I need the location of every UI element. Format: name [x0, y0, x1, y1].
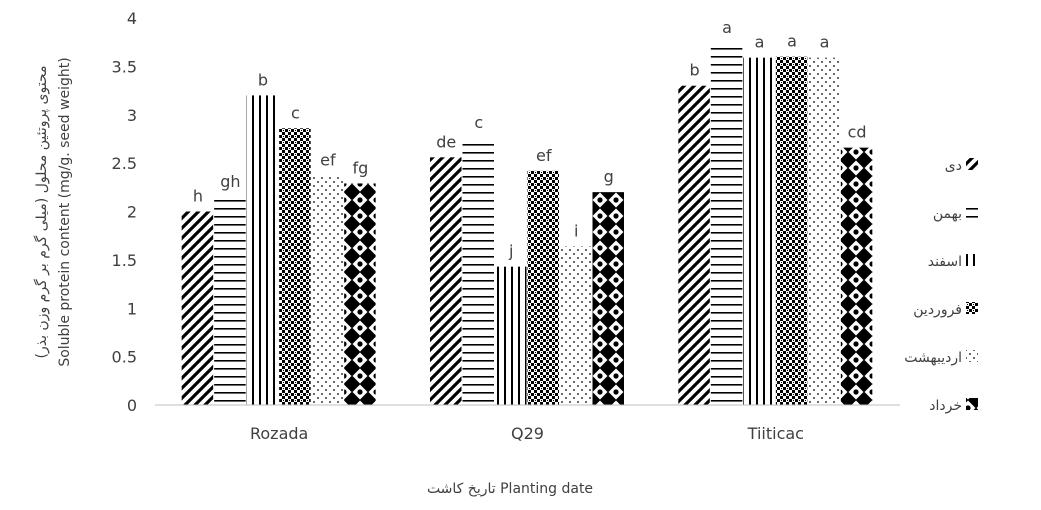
x-axis-categories: Rozada Q29 Tiiticac: [250, 424, 804, 443]
legend-label: دی: [945, 158, 962, 174]
y-tick-label: 2.5: [112, 154, 137, 173]
bar-tiiticac-4: [775, 56, 808, 405]
bar-tiiticac-1: [678, 85, 710, 405]
y-axis-ticks: 0 0.5 1 1.5 2 2.5 3 3.5 4: [112, 9, 137, 415]
significance-letter: fg: [353, 158, 369, 177]
significance-letter: c: [474, 113, 483, 132]
legend-swatch: [966, 350, 978, 362]
y-tick-label: 0: [127, 396, 137, 415]
significance-letter: a: [787, 32, 797, 51]
significance-letter: a: [820, 33, 830, 52]
bar-rozada-2: [214, 196, 246, 405]
legend-swatch: [966, 254, 978, 266]
bar-q29-5: [560, 246, 592, 405]
bar-rozada-4: [279, 128, 311, 406]
legend: دی بهمن اسفند فروردین اردیبهشت خرداد: [904, 158, 978, 414]
significance-letter: b: [690, 61, 700, 80]
x-axis-title: تاریخ کاشت Planting date: [427, 481, 593, 497]
legend-label: بهمن: [933, 206, 962, 222]
legend-swatch: [966, 206, 978, 218]
y-tick-label: 3: [127, 106, 137, 125]
significance-letter: de: [436, 132, 456, 151]
significance-letter: a: [722, 18, 732, 37]
bar-rozada-3: [246, 95, 279, 406]
bar-tiiticac-2: [710, 43, 743, 405]
bar-q29-2: [462, 137, 494, 405]
legend-label: فروردین: [913, 302, 962, 318]
legend-swatch: [966, 158, 978, 170]
y-tick-label: 3.5: [112, 57, 137, 76]
significance-letter: cd: [848, 123, 867, 142]
legend-swatch: [966, 398, 978, 410]
significance-letter: a: [755, 33, 765, 52]
y-axis-title-english: Soluble protein content (mg/g. seed weig…: [57, 57, 73, 366]
significance-letter: g: [604, 167, 614, 186]
x-category-label: Tiiticac: [747, 424, 804, 443]
x-category-label: Q29: [511, 424, 544, 443]
legend-label: خرداد: [929, 398, 962, 414]
bar-q29-1: [430, 157, 462, 405]
significance-letter: i: [574, 221, 578, 240]
y-axis-title-persian: محتوی پروتئین محلول (میلی گرم بر گرم وزن…: [33, 65, 50, 358]
bar-tiiticac-5: [808, 57, 840, 405]
bar-q29-6: [592, 192, 624, 405]
bars: [181, 43, 873, 406]
legend-label: اردیبهشت: [904, 350, 962, 366]
significance-letter: ef: [536, 146, 552, 165]
y-tick-label: 4: [127, 9, 137, 28]
bar-q29-4: [527, 170, 559, 405]
significance-letter: ef: [320, 151, 336, 170]
bar-tiiticac-6: [840, 147, 873, 405]
bar-rozada-6: [344, 183, 376, 405]
bar-rozada-5: [311, 175, 344, 405]
x-category-label: Rozada: [250, 424, 308, 443]
significance-letter: gh: [220, 172, 240, 191]
significance-letter: j: [508, 242, 513, 261]
y-tick-label: 2: [127, 203, 137, 222]
significance-letter: b: [258, 70, 268, 89]
bar-tiiticac-3: [743, 57, 775, 405]
legend-label: اسفند: [928, 254, 962, 270]
legend-swatch: [966, 302, 978, 314]
bar-q29-3: [495, 266, 527, 405]
significance-letter: c: [291, 103, 300, 122]
y-tick-label: 1.5: [112, 251, 137, 270]
significance-letter: h: [193, 187, 203, 206]
y-tick-label: 1: [127, 299, 137, 318]
bar-rozada-1: [181, 211, 214, 405]
y-axis-title: محتوی پروتئین محلول (میلی گرم بر گرم وزن…: [33, 57, 73, 366]
y-tick-label: 0.5: [112, 348, 137, 367]
